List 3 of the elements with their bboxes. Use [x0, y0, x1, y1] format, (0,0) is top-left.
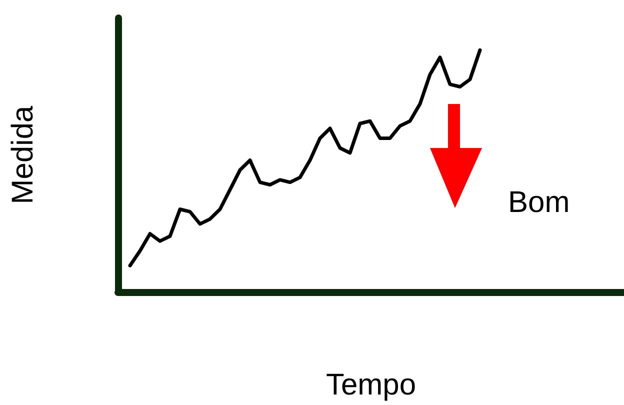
x-axis-title: Tempo: [326, 368, 416, 402]
y-axis-title: Medida: [6, 105, 40, 204]
text: Bom: [508, 186, 570, 220]
